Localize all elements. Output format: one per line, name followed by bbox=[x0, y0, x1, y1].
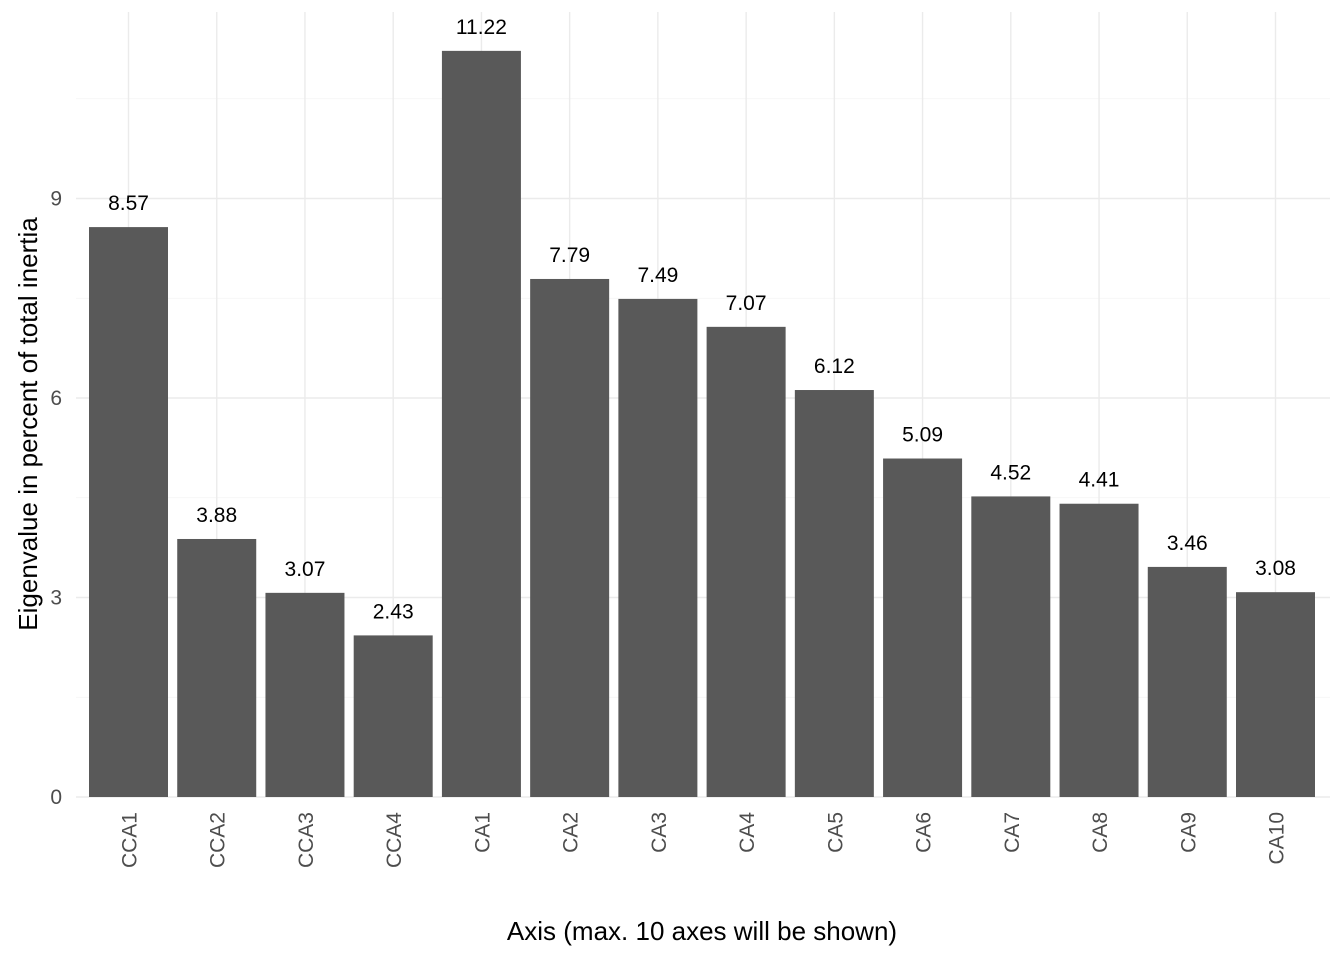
data-label: 3.08 bbox=[1255, 557, 1296, 580]
x-tick-label: CCA3 bbox=[295, 812, 318, 868]
bar-ca2 bbox=[530, 278, 610, 798]
data-label: 4.41 bbox=[1079, 469, 1120, 492]
bar-ca1 bbox=[441, 50, 521, 798]
x-tick-label: CA8 bbox=[1089, 812, 1112, 853]
x-tick-label: CA3 bbox=[648, 812, 671, 853]
bar-ca6 bbox=[883, 458, 963, 797]
x-tick-label: CA5 bbox=[824, 812, 847, 853]
data-label: 3.46 bbox=[1167, 532, 1208, 555]
x-tick-label: CCA4 bbox=[383, 812, 406, 868]
bar-ca9 bbox=[1147, 566, 1227, 797]
data-label: 7.07 bbox=[726, 292, 767, 315]
bar-cca3 bbox=[265, 592, 345, 797]
y-axis-title: Eigenvalue in percent of total inertia bbox=[13, 217, 43, 631]
y-tick-label: 0 bbox=[50, 786, 62, 809]
bars bbox=[89, 50, 1315, 798]
x-tick-label: CA1 bbox=[471, 812, 494, 853]
x-axis-title: Axis (max. 10 axes will be shown) bbox=[507, 916, 897, 946]
bar-cca1 bbox=[89, 227, 168, 798]
y-tick-label: 3 bbox=[50, 587, 62, 610]
y-axis-ticks: 0 3 6 9 bbox=[50, 188, 62, 810]
x-tick-label: CA4 bbox=[736, 812, 759, 853]
x-axis-ticks: CCA1 CCA2 CCA3 CCA4 CA1 CA2 CA3 CA4 CA5 CA6 CA7 CA8… bbox=[119, 812, 1289, 868]
bar-ca4 bbox=[706, 326, 786, 797]
bar-ca10 bbox=[1236, 592, 1315, 797]
data-label: 3.07 bbox=[285, 558, 326, 581]
data-label: 3.88 bbox=[196, 504, 237, 527]
x-tick-label: CA10 bbox=[1266, 812, 1289, 865]
x-tick-label: CA6 bbox=[913, 812, 936, 853]
x-tick-label: CA2 bbox=[560, 812, 583, 853]
bar-ca3 bbox=[618, 298, 698, 797]
grid-lines bbox=[76, 12, 1330, 798]
data-labels: 8.57 3.88 3.07 2.43 11.22 7.79 7.49 7.07 6.12 5.0… bbox=[108, 16, 1296, 624]
data-label: 4.52 bbox=[990, 461, 1031, 484]
x-tick-label: CCA2 bbox=[207, 812, 230, 868]
data-label: 6.12 bbox=[814, 355, 855, 378]
x-tick-label: CA9 bbox=[1177, 812, 1200, 853]
data-label: 2.43 bbox=[373, 600, 414, 623]
bar-cca4 bbox=[353, 635, 433, 797]
data-label: 11.22 bbox=[456, 16, 507, 39]
data-label: 5.09 bbox=[902, 424, 943, 447]
x-tick-label: CA7 bbox=[1001, 812, 1024, 853]
data-label: 7.49 bbox=[637, 264, 678, 287]
bar-ca7 bbox=[971, 496, 1051, 797]
y-tick-label: 6 bbox=[50, 387, 62, 410]
data-label: 8.57 bbox=[108, 192, 149, 215]
bar-ca8 bbox=[1059, 503, 1139, 797]
data-label: 7.79 bbox=[549, 244, 590, 267]
y-tick-label: 9 bbox=[50, 188, 62, 211]
bar-cca2 bbox=[177, 538, 257, 797]
bar-ca5 bbox=[794, 390, 874, 797]
x-tick-label: CCA1 bbox=[119, 812, 142, 868]
